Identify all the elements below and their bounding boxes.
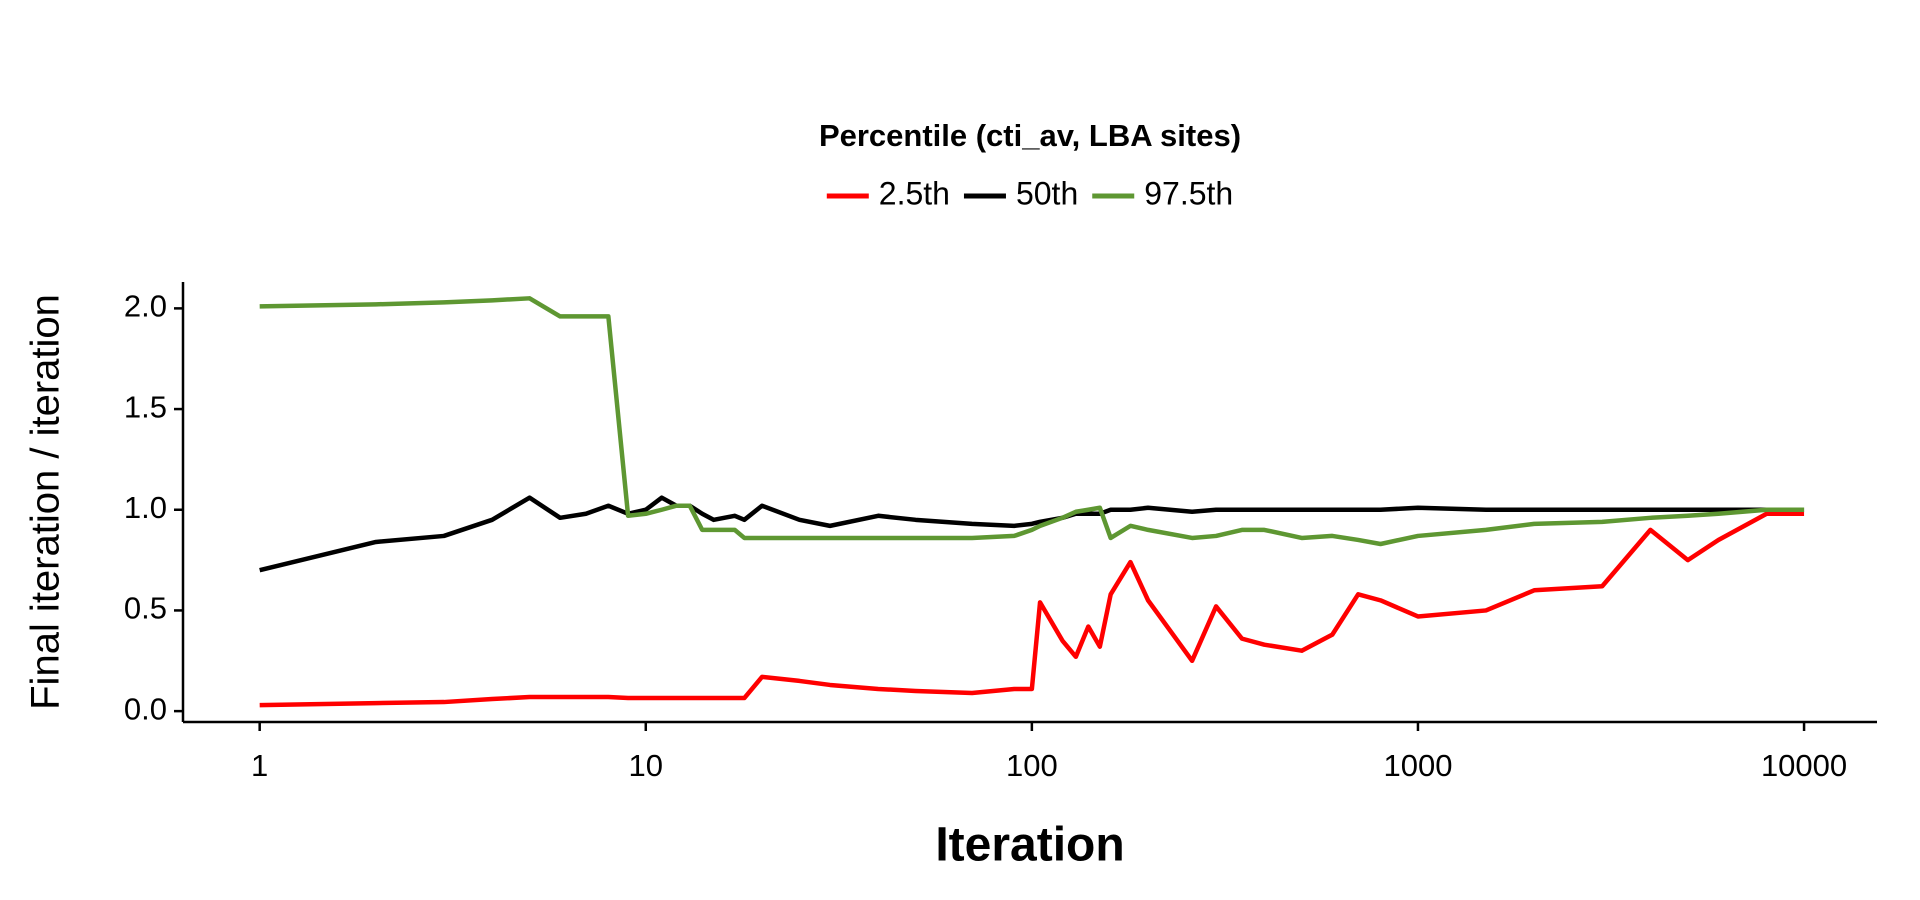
y-tick-label: 1.0 xyxy=(124,490,167,525)
x-tick-label: 10 xyxy=(629,748,663,783)
y-tick-label: 0.5 xyxy=(124,591,167,626)
legend-label: 50th xyxy=(1016,175,1078,211)
y-tick-label: 2.0 xyxy=(124,289,167,324)
x-axis-title: Iteration xyxy=(935,819,1124,872)
legend-label: 97.5th xyxy=(1144,175,1233,211)
x-tick-label: 1 xyxy=(251,748,268,783)
series-line xyxy=(259,296,1805,547)
y-axis-title: Final iteration / iteration xyxy=(24,294,68,710)
y-tick-label: 1.5 xyxy=(124,389,167,424)
series-line xyxy=(259,495,1805,573)
legend-title: Percentile (cti_av, LBA sites) xyxy=(819,118,1241,153)
legend: 2.5th 50th 97.5th xyxy=(826,175,1233,211)
y-tick-label: 0.0 xyxy=(124,691,167,726)
legend-label: 2.5th xyxy=(879,175,950,211)
x-tick-label: 100 xyxy=(1006,748,1058,783)
x-tick-label: 10000 xyxy=(1761,748,1847,783)
x-tick-label: 1000 xyxy=(1383,748,1452,783)
series-line xyxy=(259,511,1805,708)
